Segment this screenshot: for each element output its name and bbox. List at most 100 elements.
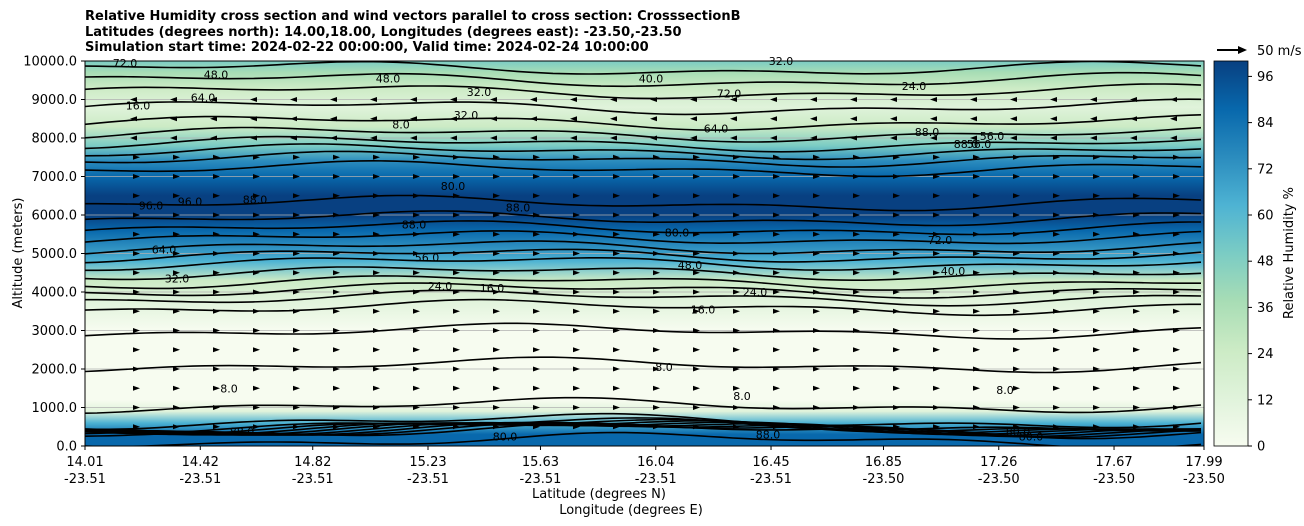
wind-vector bbox=[973, 366, 980, 372]
wind-vector bbox=[773, 193, 780, 199]
contour-label: 72.0 bbox=[717, 88, 742, 101]
x-tick-label-longitude: -23.51 bbox=[520, 472, 562, 487]
wind-vector bbox=[533, 424, 540, 430]
wind-vector bbox=[493, 193, 500, 199]
contour-line bbox=[85, 230, 1202, 245]
wind-vector bbox=[293, 289, 300, 295]
wind-vector bbox=[173, 366, 180, 372]
contour-label: 80.0 bbox=[493, 430, 518, 443]
contour-line bbox=[85, 257, 1202, 272]
wind-vector bbox=[1133, 231, 1140, 237]
wind-vector bbox=[133, 212, 140, 218]
wind-vector bbox=[1053, 347, 1060, 353]
wind-vector bbox=[293, 328, 300, 333]
contour-line bbox=[85, 421, 1202, 436]
wind-vector bbox=[333, 366, 340, 372]
wind-vector bbox=[453, 154, 460, 160]
wind-vector bbox=[293, 385, 300, 391]
wind-vector bbox=[1093, 424, 1100, 430]
wind-vector bbox=[613, 193, 620, 199]
wind-vector bbox=[1133, 347, 1140, 353]
wind-vector bbox=[930, 135, 937, 141]
wind-vector bbox=[453, 405, 460, 410]
x-tick-label-latitude: 16.85 bbox=[865, 455, 902, 470]
x-tick-label-latitude: 14.82 bbox=[294, 455, 331, 470]
wind-vector bbox=[973, 347, 980, 353]
x-axis: 14.01 -23.51 14.42 -23.51 14.82 -23.51 15.23 -2… bbox=[64, 446, 1225, 487]
chart-title: Relative Humidity cross section and wind… bbox=[85, 9, 741, 56]
wind-vector bbox=[653, 154, 660, 160]
wind-vector bbox=[133, 251, 140, 256]
wind-vector bbox=[373, 385, 380, 391]
chart-title-line-3: Simulation start time: 2024-02-22 00:00:… bbox=[85, 40, 649, 55]
wind-vector bbox=[370, 135, 377, 141]
wind-vector bbox=[613, 405, 620, 410]
contour-label: 88.0 bbox=[954, 138, 979, 151]
wind-vector bbox=[173, 405, 180, 410]
contour-label: 32.0 bbox=[454, 109, 479, 122]
wind-vector bbox=[1093, 270, 1100, 276]
wind-vector bbox=[410, 135, 417, 141]
wind-vector bbox=[173, 424, 180, 430]
wind-vector bbox=[1173, 328, 1180, 333]
wind-vector bbox=[533, 154, 540, 160]
wind-vector bbox=[613, 212, 620, 218]
y-tick-label: 0.0 bbox=[56, 440, 77, 455]
wind-vector bbox=[813, 212, 820, 218]
contour-label: 24.0 bbox=[902, 80, 927, 93]
wind-vector bbox=[1013, 424, 1020, 430]
x-tick-label-latitude: 16.45 bbox=[752, 455, 789, 470]
wind-vector bbox=[733, 424, 740, 430]
x-axis-label-longitude: Longitude (degrees E) bbox=[559, 503, 703, 518]
wind-vector bbox=[533, 328, 540, 333]
wind-vector bbox=[1090, 97, 1097, 102]
wind-vector bbox=[1093, 231, 1100, 237]
wind-vector bbox=[1133, 154, 1140, 160]
colorbar-tick-label: 0 bbox=[1257, 440, 1265, 455]
wind-vector bbox=[373, 424, 380, 430]
wind-vector bbox=[973, 270, 980, 276]
wind-vector bbox=[573, 231, 580, 237]
wind-vector bbox=[253, 328, 260, 333]
wind-vector bbox=[253, 308, 260, 314]
wind-vector bbox=[733, 154, 740, 160]
y-axis: 0.0 1000.0 2000.0 3000.0 4000.0 5000.0 6000.0 7… bbox=[23, 55, 85, 455]
wind-vector bbox=[613, 366, 620, 372]
wind-vector bbox=[373, 251, 380, 256]
wind-vector bbox=[293, 193, 300, 199]
wind-vector bbox=[653, 405, 660, 410]
x-tick-label-latitude: 17.67 bbox=[1095, 455, 1132, 470]
wind-vector bbox=[1013, 231, 1020, 237]
wind-vector bbox=[133, 366, 140, 372]
wind-vector bbox=[1053, 424, 1060, 430]
contour-line bbox=[85, 98, 1202, 116]
wind-vector bbox=[1053, 231, 1060, 237]
x-tick-label-longitude: -23.51 bbox=[407, 472, 449, 487]
wind-vector bbox=[893, 366, 900, 372]
wind-vector bbox=[133, 405, 140, 410]
wind-vector bbox=[493, 251, 500, 256]
contour-line bbox=[85, 114, 1202, 132]
wind-vector bbox=[413, 231, 420, 237]
wind-vector bbox=[853, 289, 860, 295]
contour-label: 48.0 bbox=[204, 68, 229, 81]
wind-vector bbox=[973, 289, 980, 295]
wind-vector bbox=[773, 385, 780, 391]
wind-vector bbox=[490, 135, 497, 141]
wind-vector bbox=[1170, 135, 1177, 141]
wind-vector bbox=[573, 347, 580, 353]
contour-line bbox=[85, 289, 1202, 307]
quiver-key-label: 50 m/s bbox=[1257, 44, 1302, 59]
wind-vector bbox=[933, 193, 940, 199]
wind-vector bbox=[213, 424, 220, 430]
contour-line bbox=[85, 135, 1202, 153]
wind-vector bbox=[730, 116, 737, 122]
wind-vector bbox=[213, 328, 220, 333]
wind-vector bbox=[173, 174, 180, 179]
wind-vector bbox=[373, 212, 380, 218]
wind-vector bbox=[1013, 174, 1020, 179]
wind-vector bbox=[853, 270, 860, 276]
contour-labels: 72.0 48.0 40.0 24.0 16.0 8.0 8.0 88.0 96.0 88.0 80… bbox=[113, 55, 1044, 443]
x-tick-label-latitude: 15.63 bbox=[522, 455, 559, 470]
wind-vector bbox=[733, 308, 740, 314]
